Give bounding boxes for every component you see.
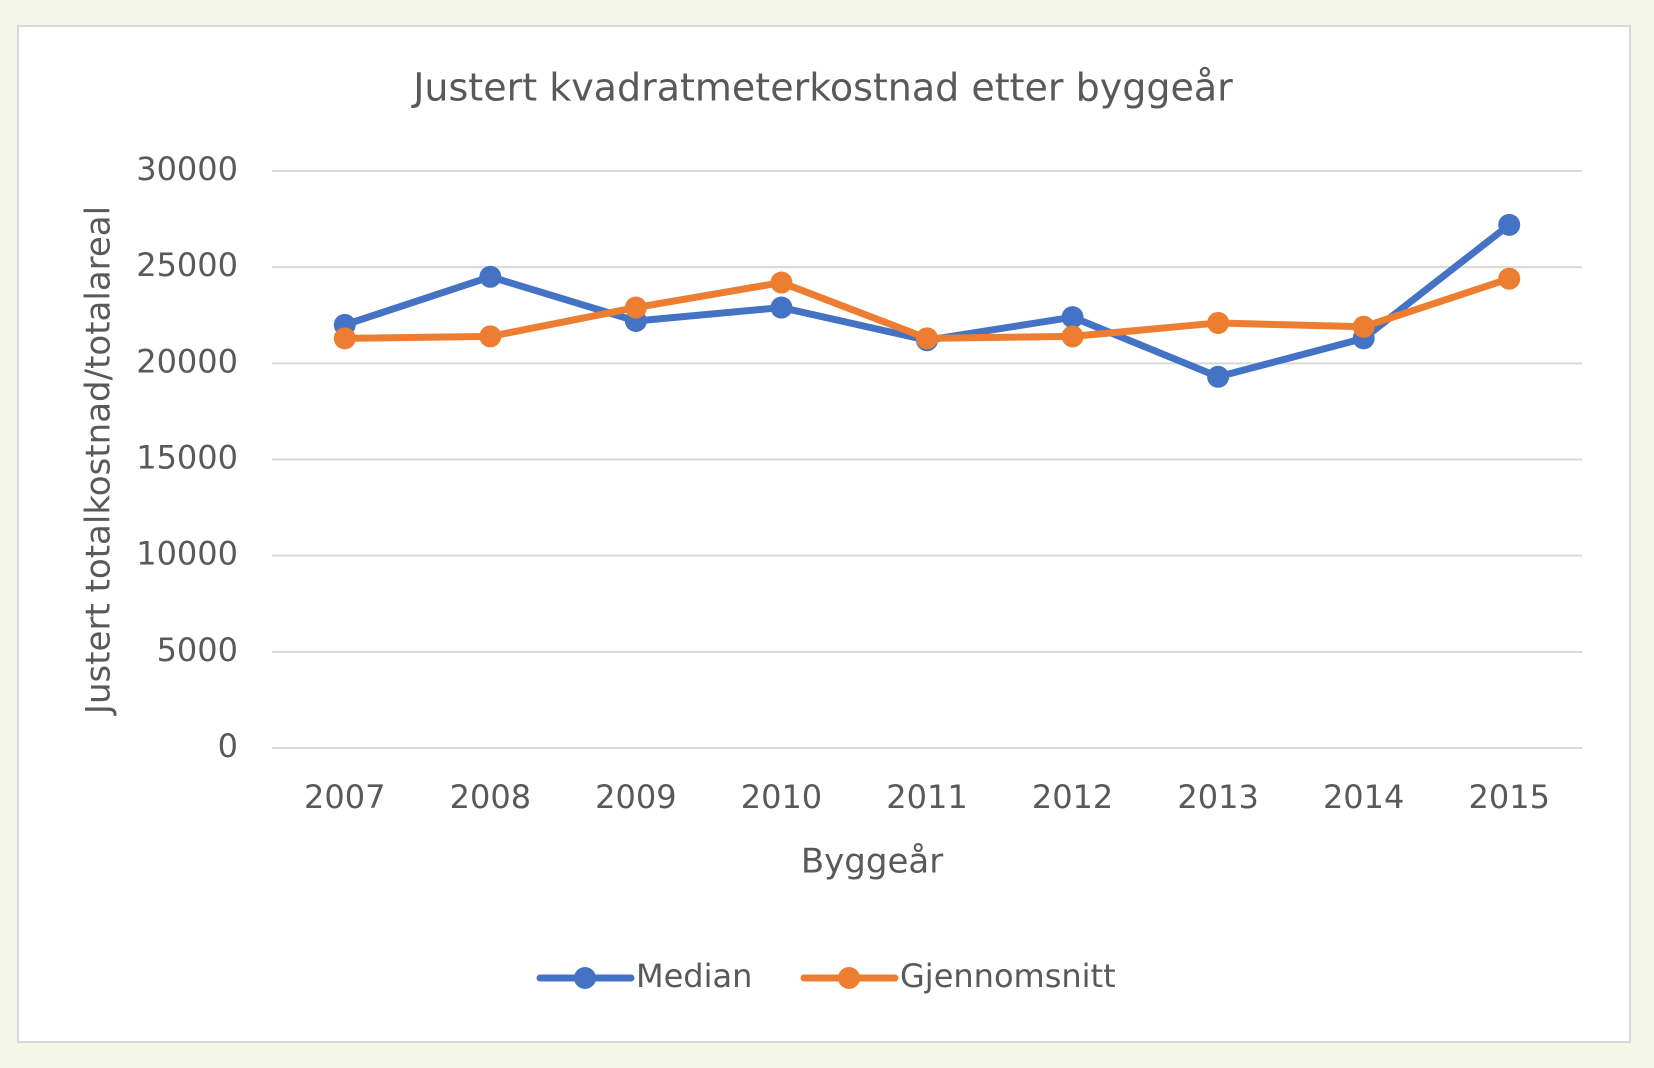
y-tick-label: 30000 [136,150,238,188]
data-point [916,327,938,350]
y-tick-label: 15000 [136,439,238,477]
x-tick-label: 2015 [1469,778,1550,816]
data-point [1498,267,1521,290]
data-point [333,327,356,350]
data-point [770,271,793,294]
y-tick-label: 0 [218,727,238,765]
x-tick-label: 2007 [304,778,385,816]
chart-panel [17,25,1631,1043]
x-tick-label: 2014 [1323,778,1404,816]
y-tick-label: 20000 [136,342,238,380]
data-point [1061,325,1084,348]
y-axis-title: Justert totalkostnad/totalareal [79,206,119,716]
data-point [479,325,502,348]
legend-marker [574,967,596,989]
data-point [1207,365,1230,388]
data-point [1061,306,1084,329]
x-tick-label: 2009 [595,778,676,816]
x-tick-label: 2008 [450,778,531,816]
x-tick-label: 2011 [886,778,967,816]
y-tick-label: 25000 [136,246,238,284]
legend-marker [838,967,860,989]
x-tick-label: 2013 [1177,778,1258,816]
data-point [624,296,647,319]
x-tick-label: 2010 [741,778,822,816]
y-tick-label: 10000 [136,535,238,573]
chart-title: Justert kvadratmeterkostnad etter byggeå… [411,66,1233,110]
data-point [1352,315,1375,338]
legend-label: Median [636,957,752,995]
data-point [1207,311,1230,334]
data-point [1498,213,1521,236]
x-tick-label: 2012 [1032,778,1113,816]
data-point [770,296,793,319]
data-point [479,265,502,288]
x-axis-title: Byggeår [801,842,943,882]
y-tick-label: 5000 [157,631,238,669]
legend-label: Gjennomsnitt [900,957,1116,995]
